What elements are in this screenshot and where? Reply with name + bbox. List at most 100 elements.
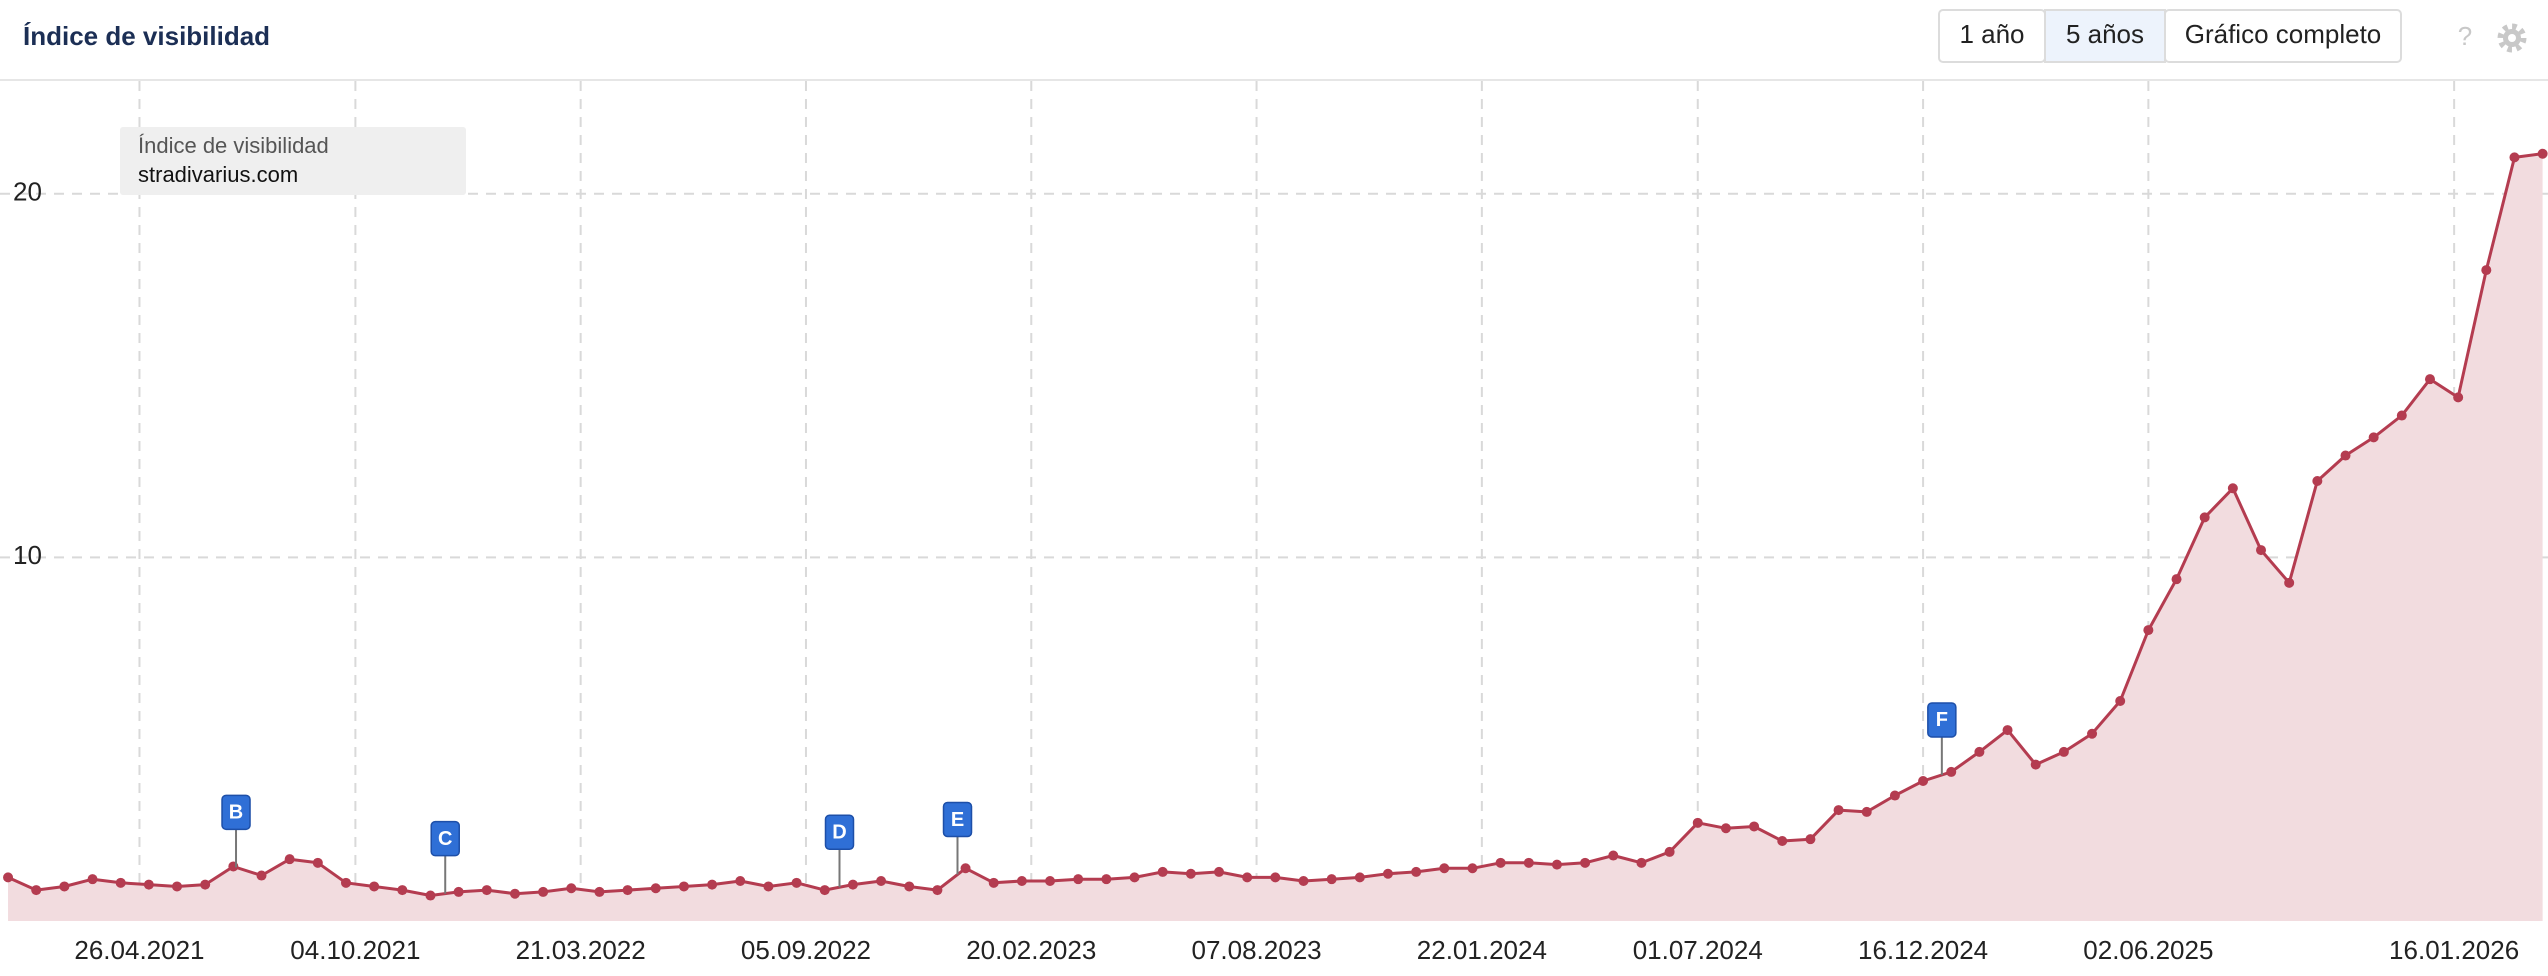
data-point [1608, 850, 1619, 861]
data-point [1664, 846, 1675, 857]
data-point [425, 890, 436, 901]
settings-icon[interactable] [2497, 23, 2527, 53]
data-point [1692, 817, 1703, 828]
gear-hole [2508, 34, 2516, 42]
legend-title: Índice de visibilidad [138, 133, 329, 158]
x-tick-label: 07.08.2023 [1191, 935, 1321, 965]
data-point [1974, 746, 1985, 757]
data-point [1523, 857, 1534, 868]
annotation-label[interactable]: F [1936, 709, 1948, 731]
data-point [2481, 265, 2492, 276]
x-tick-label: 26.04.2021 [74, 935, 204, 965]
data-point [566, 883, 577, 894]
y-tick-label: 20 [13, 177, 42, 207]
data-point [1805, 834, 1816, 845]
data-point [481, 885, 492, 896]
data-point [1045, 876, 1056, 886]
data-point [876, 876, 887, 886]
annotation-marker[interactable] [1927, 702, 1957, 738]
data-point [1551, 859, 1562, 870]
data-point [1354, 872, 1365, 883]
data-point [115, 877, 126, 888]
data-point [3, 872, 14, 883]
annotation-marker[interactable] [824, 814, 855, 850]
data-point [2340, 450, 2351, 461]
x-tick-label: 01.07.2024 [1633, 935, 1763, 965]
header-title: Índice de visibilidad [23, 21, 270, 51]
data-point [2453, 392, 2464, 403]
plot: 10 20 26.04.2021 04.10.2021 21.03.2022 05.09.… [0, 81, 2548, 965]
data-point [312, 857, 323, 868]
control-button[interactable] [2044, 9, 2166, 63]
legend-entry: stradivarius.com [138, 162, 298, 187]
data-point [1495, 857, 1506, 868]
annotation-marker[interactable] [942, 801, 973, 838]
data-point [1889, 790, 1900, 801]
data-point [1101, 874, 1112, 885]
data-point [284, 854, 295, 865]
data-point [678, 881, 689, 892]
data-point [1214, 866, 1225, 877]
data-point [847, 879, 858, 890]
annotation-label[interactable]: E [951, 809, 964, 831]
x-tick-label: 16.12.2024 [1858, 935, 1988, 965]
x-tick-label: 05.09.2022 [741, 935, 871, 965]
legend-box [120, 127, 466, 195]
data-point [369, 881, 380, 892]
data-point [2368, 432, 2379, 443]
annotation-label[interactable]: C [438, 828, 452, 850]
help-icon[interactable]: ? [2458, 21, 2472, 51]
data-point [2002, 725, 2013, 736]
data-point [1270, 872, 1281, 883]
data-point [1382, 868, 1393, 879]
data-point [650, 883, 661, 894]
annotation-marker[interactable] [221, 794, 251, 831]
annotation-marker[interactable] [430, 820, 460, 857]
data-point [1411, 866, 1422, 877]
data-point [819, 885, 830, 896]
data-point [594, 886, 605, 897]
control-label[interactable]: 5 años [2066, 19, 2144, 49]
data-point [143, 879, 154, 890]
control-label[interactable]: Gráfico completo [2185, 19, 2382, 49]
data-point [2171, 574, 2182, 585]
data-point [1326, 874, 1337, 885]
control-group: 1 año 5 años Gráfico completo [1938, 9, 2402, 63]
annotation-label[interactable]: B [229, 802, 243, 824]
data-point [2256, 545, 2267, 556]
data-point [1833, 805, 1844, 816]
data-point [2030, 759, 2041, 770]
data-point [2115, 696, 2126, 706]
data-point [2087, 728, 2098, 739]
data-point [707, 879, 718, 890]
data-point [340, 877, 351, 888]
data-point [1439, 863, 1450, 874]
data-point [1129, 872, 1140, 883]
data-point [763, 881, 774, 892]
x-tick-label: 04.10.2021 [290, 935, 420, 965]
data-point [2058, 746, 2069, 757]
data-point [256, 870, 267, 881]
data-point [2509, 152, 2520, 163]
control-label[interactable]: 1 año [1959, 19, 2024, 49]
data-point [397, 885, 408, 896]
annotation-label[interactable]: D [832, 822, 846, 844]
x-tick-label: 16.01.2026 [2389, 935, 2519, 965]
data-point [2312, 476, 2323, 486]
data-point [1298, 876, 1309, 886]
data-point [1580, 857, 1591, 868]
data-point [1636, 857, 1647, 868]
data-point [2396, 410, 2407, 421]
control-button[interactable] [2164, 9, 2402, 63]
data-point [2424, 374, 2435, 385]
data-point [1467, 863, 1478, 874]
data-point [2227, 483, 2238, 494]
data-point [1157, 866, 1168, 877]
data-point [988, 877, 999, 888]
data-point [2143, 625, 2154, 636]
data-point [87, 874, 98, 885]
x-tick-label: 21.03.2022 [516, 935, 646, 965]
data-point [200, 879, 211, 890]
data-point [1946, 766, 1957, 777]
